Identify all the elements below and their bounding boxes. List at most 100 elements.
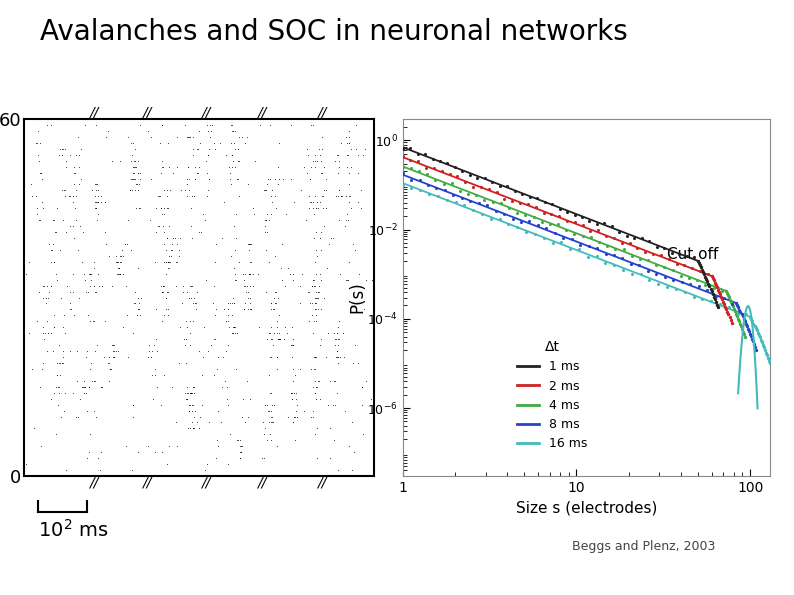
Point — [110, 257, 123, 267]
Point — [755, 337, 768, 347]
Point — [273, 311, 286, 320]
Point — [599, 258, 611, 268]
Point — [751, 328, 764, 337]
Point — [722, 310, 734, 320]
Point — [490, 187, 503, 197]
Point — [155, 168, 168, 177]
Point — [405, 183, 418, 193]
Point — [156, 281, 169, 290]
Point — [149, 227, 162, 237]
Point — [486, 177, 499, 187]
Point — [130, 203, 143, 213]
Point — [746, 334, 758, 343]
Point — [226, 150, 239, 159]
Point — [730, 309, 742, 318]
Point — [57, 358, 70, 368]
Point — [723, 293, 735, 302]
Point — [75, 144, 87, 154]
Point — [191, 168, 203, 177]
Point — [309, 388, 322, 397]
Point — [327, 376, 340, 386]
Point — [87, 281, 100, 290]
Point — [314, 340, 327, 350]
Point — [90, 412, 102, 421]
Point — [99, 198, 112, 207]
Point — [467, 182, 480, 192]
Point — [343, 168, 356, 177]
Point — [307, 317, 320, 326]
Point — [422, 189, 435, 199]
Point — [265, 418, 278, 427]
Point — [64, 150, 77, 159]
Point — [643, 275, 656, 285]
Point — [162, 162, 175, 171]
Point — [44, 120, 57, 130]
Point — [127, 168, 140, 177]
Point — [43, 287, 56, 296]
Point — [48, 311, 60, 320]
Point — [192, 162, 205, 171]
Point — [426, 154, 439, 164]
Point — [429, 176, 441, 185]
Point — [285, 340, 298, 350]
Point — [83, 382, 95, 392]
Point — [754, 333, 766, 342]
Point — [699, 272, 711, 281]
Point — [303, 192, 316, 201]
Point — [719, 302, 732, 311]
Point — [723, 303, 735, 312]
Text: Cut off: Cut off — [667, 247, 719, 262]
Point — [745, 314, 757, 324]
Point — [99, 227, 112, 237]
Point — [155, 400, 168, 409]
Point — [731, 300, 744, 310]
Point — [277, 174, 290, 183]
Point — [245, 257, 257, 267]
Point — [187, 424, 199, 433]
Point — [583, 216, 596, 226]
Point — [561, 217, 573, 226]
Point — [666, 265, 679, 274]
Point — [241, 376, 253, 386]
Point — [88, 281, 101, 290]
Point — [52, 382, 65, 392]
Point — [35, 174, 48, 183]
Point — [501, 181, 514, 190]
Point — [696, 294, 709, 303]
Point — [107, 340, 120, 350]
Point — [574, 240, 587, 249]
Point — [155, 114, 168, 124]
Point — [332, 322, 345, 332]
Point — [237, 281, 250, 290]
Point — [613, 227, 626, 237]
Point — [265, 412, 278, 421]
Point — [183, 340, 196, 350]
Point — [183, 406, 195, 415]
Point — [316, 192, 329, 201]
Point — [652, 279, 665, 289]
Point — [193, 346, 206, 356]
Point — [170, 257, 183, 267]
Point — [493, 214, 506, 223]
Point — [617, 265, 630, 275]
Point — [270, 299, 283, 308]
Point — [287, 388, 300, 397]
Point — [472, 198, 485, 208]
Point — [286, 340, 299, 350]
Point — [738, 317, 751, 326]
Point — [71, 132, 84, 142]
Point — [495, 199, 507, 208]
Point — [48, 227, 61, 237]
Point — [298, 406, 310, 415]
Point — [33, 215, 45, 225]
Point — [193, 126, 206, 136]
Point — [89, 203, 102, 213]
Point — [64, 299, 76, 308]
Point — [309, 293, 322, 302]
Point — [100, 132, 113, 142]
Point — [413, 176, 426, 185]
Point — [92, 186, 105, 195]
Point — [716, 295, 729, 304]
Point — [34, 382, 47, 392]
Point — [57, 322, 70, 332]
